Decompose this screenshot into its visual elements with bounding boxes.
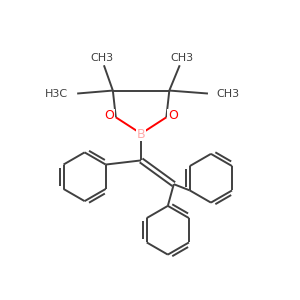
Text: CH3: CH3	[90, 53, 113, 63]
Text: O: O	[168, 109, 178, 122]
Text: O: O	[104, 109, 114, 122]
Text: CH3: CH3	[170, 53, 194, 63]
Text: H3C: H3C	[45, 88, 68, 98]
Text: CH3: CH3	[217, 88, 240, 98]
Text: B: B	[137, 128, 146, 141]
